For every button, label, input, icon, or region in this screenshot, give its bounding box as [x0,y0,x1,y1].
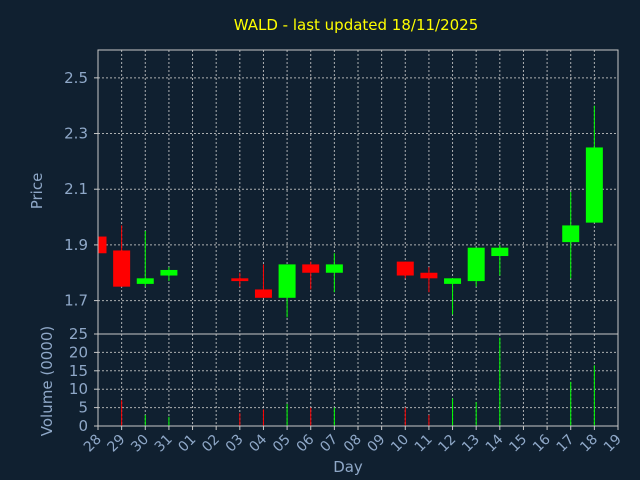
tick-labels: 28 29 30 31 01 02 03 04 05 06 07 08 09 10 11 12 13 14 15 16… [64,69,625,456]
x-tick-label: 29 [105,432,129,456]
x-tick-label: 03 [223,432,247,456]
x-tick-label: 16 [530,431,554,455]
x-tick-label: 04 [246,431,270,455]
price-axis-label: Price [28,173,46,210]
volume-bars-layer [121,337,595,426]
price-tick-label: 1.7 [64,292,88,310]
candle-body [231,278,249,282]
candle-body [491,247,509,257]
volume-tick-label: 20 [69,343,88,361]
x-tick-label: 02 [199,432,223,456]
candle-body [254,289,272,298]
candle-body [562,225,580,243]
price-tick-label: 2.1 [64,180,88,198]
x-tick-label: 05 [270,432,294,456]
candle-body [396,261,414,276]
volume-axis-label: Volume (0000) [38,326,56,436]
x-tick-label: 10 [388,432,412,456]
candle-body [278,264,296,298]
x-tick-label: 01 [175,432,199,456]
candle-body [325,264,343,273]
candle-body [160,269,178,276]
candle-body [302,264,320,273]
volume-panel-frame [97,333,619,427]
x-tick-label: 11 [412,432,436,456]
x-tick-label: 08 [341,432,365,456]
price-grid [97,50,619,334]
volume-tick-label: 0 [78,417,88,435]
x-tick-label: 31 [152,432,176,456]
volume-tick-label: 25 [69,325,88,343]
candle-body [136,278,154,284]
volume-tick-label: 15 [69,362,88,380]
x-tick-label: 15 [506,432,530,456]
chart-title: WALD - last updated 18/11/2025 [234,16,479,34]
x-axis-label: Day [333,458,363,476]
candle-body [98,236,107,254]
x-tick-label: 28 [81,432,105,456]
x-tick-label: 19 [601,432,625,456]
price-tick-label: 1.9 [64,236,88,254]
x-tick-label: 18 [577,432,601,456]
candle-body [444,278,462,284]
candle-body [113,250,131,287]
x-tick-label: 30 [128,432,152,456]
x-tick-label: 13 [459,432,483,456]
candle-body [420,272,438,279]
x-tick-label: 06 [294,431,318,455]
price-tick-label: 2.3 [64,125,88,143]
price-tick-label: 2.5 [64,69,88,87]
x-tick-label: 17 [554,432,578,456]
x-tick-label: 14 [483,431,507,455]
x-tick-label: 07 [317,432,341,456]
volume-grid [97,333,619,427]
volume-tick-label: 10 [69,380,88,398]
x-tick-label: 09 [365,432,389,456]
volume-tick-label: 5 [78,399,88,417]
candles-layer [97,105,603,318]
x-tick-label: 12 [435,432,459,456]
candle-body [585,147,603,223]
candle-body [467,247,485,282]
